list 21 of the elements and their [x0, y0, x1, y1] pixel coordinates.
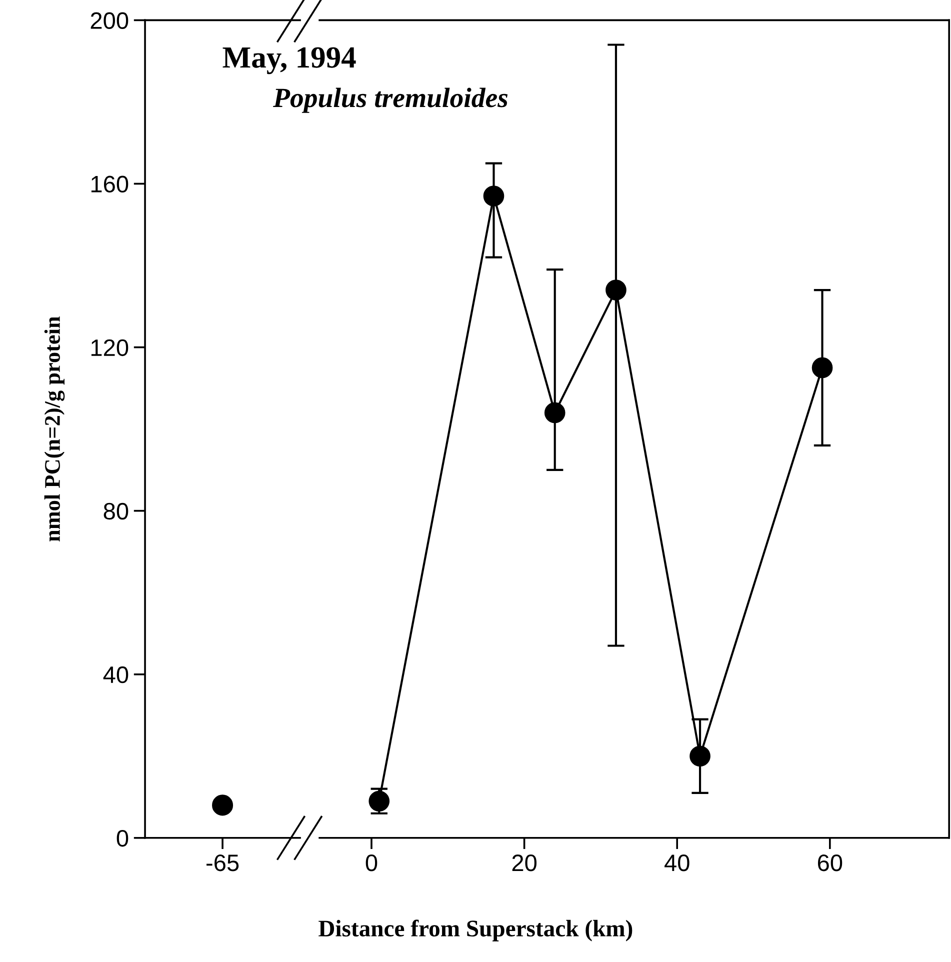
point: [812, 357, 833, 378]
y-tick-label: 200: [90, 12, 128, 29]
y-tick-label: 40: [103, 666, 128, 684]
x-tick-label: 40: [664, 854, 690, 872]
x-tick-label: 0: [366, 854, 378, 872]
point: [690, 746, 710, 767]
y-tick-label: 0: [116, 830, 128, 847]
x-tick-label: -65: [206, 854, 239, 872]
x-tick-label: 60: [818, 854, 842, 872]
x-axis-title: Distance from Superstack (km): [318, 920, 632, 942]
point: [483, 186, 504, 206]
x-tick-label: 20: [512, 854, 537, 872]
y-tick-label: 160: [91, 176, 128, 193]
y-axis-title: nmol PC(n=2)/g protein: [44, 316, 65, 542]
annotation: Populus tremuloides: [273, 88, 508, 113]
point: [544, 402, 566, 424]
point: [606, 280, 626, 300]
point: [368, 790, 390, 812]
y-tick-label: 120: [91, 339, 128, 356]
y-tick-label: 80: [104, 502, 128, 520]
annotation: May, 1994: [222, 47, 356, 74]
